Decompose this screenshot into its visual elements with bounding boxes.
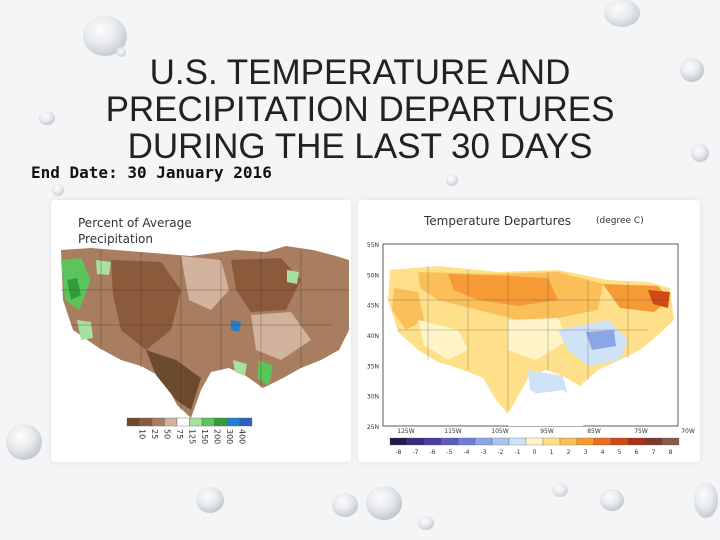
latitude-label: 40N: [367, 333, 379, 340]
temp-legend-label: 7: [652, 449, 656, 456]
longitude-label: 75W: [634, 428, 648, 435]
temp-legend-swatch: [593, 437, 612, 446]
precipitation-caption: Percent of Average Precipitation: [78, 216, 192, 246]
longitude-label: 70W: [681, 428, 695, 435]
precip-legend-swatch: [151, 417, 165, 427]
latitude-label: 45N: [367, 303, 379, 310]
temp-legend-swatch: [525, 437, 544, 446]
precip-legend-swatch: [189, 417, 203, 427]
temp-legend-swatch: [491, 437, 510, 446]
temp-legend-label: 6: [635, 449, 639, 456]
temp-legend-swatch: [559, 437, 578, 446]
temp-legend-swatch: [406, 437, 425, 446]
temp-legend-swatch: [508, 437, 527, 446]
precipitation-map-panel: Percent of Average Precipitation 10 25 50 7…: [51, 200, 351, 462]
temp-legend-label: 4: [601, 449, 605, 456]
precip-legend-swatch: [226, 417, 240, 427]
precip-legend-label: 200: [213, 429, 222, 444]
longitude-label: 115W: [444, 428, 461, 435]
temp-legend-swatch: [474, 437, 493, 446]
latitude-label: 55N: [367, 242, 379, 249]
temp-legend-label: -6: [430, 449, 436, 456]
precipitation-legend: 10 25 50 75 125 150 200 300 400: [126, 417, 253, 444]
temp-legend-label: 0: [533, 449, 537, 456]
precip-legend-label: 150: [200, 429, 209, 444]
precip-legend-label: 10: [138, 429, 147, 439]
precip-legend-swatch: [164, 417, 178, 427]
precip-legend-label: 300: [225, 429, 234, 444]
temperature-map-panel: Temperature Departures (degree C) 55N 50N…: [358, 200, 700, 462]
temp-legend-swatch: [423, 437, 442, 446]
temp-legend-label: -4: [464, 449, 470, 456]
temp-legend-label: -8: [396, 449, 402, 456]
temp-legend-label: 2: [567, 449, 571, 456]
temp-legend-swatch: [389, 437, 408, 446]
temp-legend-swatch: [457, 437, 476, 446]
temp-legend-swatch: [627, 437, 646, 446]
latitude-label: 50N: [367, 272, 379, 279]
temperature-map: 55N 50N 45N 40N 35N 30N 25N 125W 115W 105W 95W 85W…: [367, 242, 695, 456]
temp-legend-swatch: [610, 437, 629, 446]
temperature-caption: Temperature Departures: [424, 214, 571, 228]
temp-legend-swatch: [542, 437, 561, 446]
precip-legend-swatch: [126, 417, 140, 427]
longitude-label: 85W: [587, 428, 601, 435]
temp-legend-swatch: [576, 437, 595, 446]
longitude-label: 125W: [397, 428, 414, 435]
temp-legend-label: -5: [447, 449, 453, 456]
temp-legend-swatch: [440, 437, 459, 446]
precip-legend-swatch: [201, 417, 215, 427]
precip-legend-swatch: [176, 417, 190, 427]
latitude-label: 35N: [367, 363, 379, 370]
temp-legend-label: -7: [413, 449, 419, 456]
slide-title: U.S. TEMPERATURE AND PRECIPITATION DEPAR…: [105, 53, 615, 166]
precip-legend-swatch: [239, 417, 253, 427]
temp-legend-label: -1: [515, 449, 521, 456]
precip-legend-label: 50: [163, 429, 172, 439]
precip-legend-label: 400: [238, 429, 247, 444]
temp-legend-label: 1: [550, 449, 554, 456]
temp-legend-label: -2: [498, 449, 504, 456]
latitude-label: 25N: [367, 424, 379, 431]
precip-legend-swatch: [214, 417, 228, 427]
temp-legend-label: 3: [584, 449, 588, 456]
precip-legend-label: 125: [188, 429, 197, 444]
end-date-label: End Date: 30 January 2016: [31, 163, 272, 182]
temp-legend-label: -3: [481, 449, 487, 456]
temp-legend-label: 8: [669, 449, 673, 456]
longitude-label: 95W: [540, 428, 554, 435]
precip-legend-label: 25: [150, 429, 159, 439]
temperature-unit-label: (degree C): [596, 216, 644, 226]
precip-legend-label: 75: [175, 429, 184, 439]
longitude-label: 105W: [491, 428, 508, 435]
latitude-label: 30N: [367, 394, 379, 401]
temp-legend-swatch: [661, 437, 680, 446]
temp-legend-label: 5: [618, 449, 622, 456]
precip-legend-swatch: [139, 417, 153, 427]
temp-legend-swatch: [644, 437, 663, 446]
